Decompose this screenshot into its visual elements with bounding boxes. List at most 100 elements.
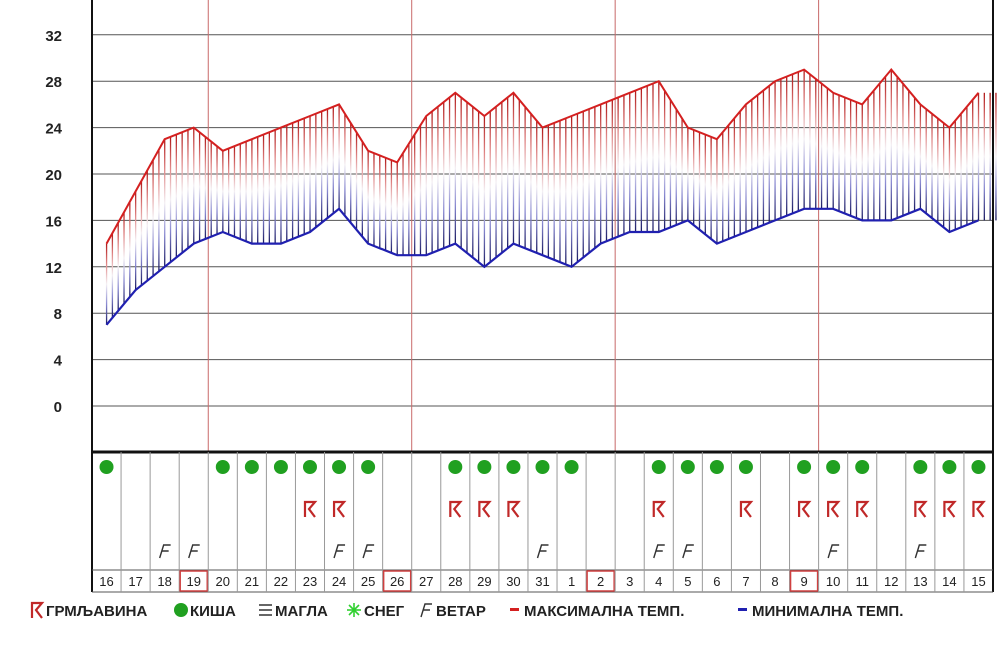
hatch-bar (309, 116, 311, 232)
hatch-bar (338, 104, 340, 209)
hatch-bar (954, 120, 956, 230)
day-label: 27 (419, 574, 433, 589)
hatch-bar (245, 141, 247, 242)
rain-icon (680, 460, 695, 474)
y-tick-label: 16 (45, 213, 62, 230)
hatch-bar (332, 106, 334, 214)
hatch-bar (257, 136, 259, 244)
wind-icon (158, 544, 171, 559)
hatch-bar (756, 95, 759, 228)
hatch-bar (524, 106, 526, 249)
hatch-bar (605, 102, 608, 242)
hatch-bar (414, 134, 416, 256)
hatch-bar (419, 125, 422, 256)
hatch-bar (762, 90, 765, 226)
hatch-bar (472, 106, 474, 258)
y-tick-label: 24 (45, 121, 62, 138)
highlighted-day-box (789, 570, 819, 592)
hatch-bar (158, 149, 160, 272)
thunderstorm-icon (303, 500, 318, 518)
day-label: 4 (655, 574, 662, 589)
hatch-bar (390, 160, 393, 253)
hatch-bar (536, 120, 538, 253)
hatch-bar (890, 69, 892, 221)
rain-icon (99, 460, 114, 474)
hatch-bar (867, 97, 869, 221)
day-label: 10 (826, 574, 840, 589)
rain-icon (709, 460, 724, 474)
day-label: 29 (477, 574, 491, 589)
weather-icon-strip: 16 17 18 19 20 21 22 23 24 25 26 27 28 29 30 31 1 2 3 4 5 6 7 8… (92, 452, 993, 593)
hatch-bar (541, 127, 544, 256)
hatch-bar (559, 120, 561, 263)
hatch-bar (908, 90, 910, 214)
hatch-bar (448, 97, 451, 246)
hatch-bar (228, 148, 230, 235)
hatch-bar (861, 104, 863, 221)
wind-icon (333, 544, 346, 559)
rain-icon (448, 460, 463, 474)
hatch-bar (983, 92, 985, 221)
hatch-bar (350, 122, 352, 223)
hatch-bar (675, 109, 677, 226)
day-label: 31 (535, 574, 549, 589)
hatch-bar (408, 143, 410, 256)
thunderstorm-icon (478, 500, 492, 518)
hatch-bar (722, 132, 724, 242)
snow-icon (347, 603, 361, 617)
day-label: 3 (626, 574, 633, 589)
hatch-bar (937, 118, 939, 223)
hatch-bar (518, 99, 520, 246)
hatch-bar (995, 92, 997, 221)
rain-icon (215, 460, 230, 474)
hatch-bar (681, 118, 683, 223)
hatch-bar (786, 76, 788, 216)
rain-icon (738, 460, 753, 474)
hatch-bar (623, 95, 625, 235)
hatch-bar (187, 129, 189, 249)
hatch-bar (710, 136, 712, 239)
hatch-bar (460, 97, 462, 249)
fog-icon (259, 604, 272, 616)
hatch-bar (117, 222, 119, 311)
max-temp-legend-swatch (510, 608, 519, 611)
hatch-bar (600, 104, 602, 244)
hatch-bar (140, 180, 143, 286)
hatch-bar (134, 191, 137, 290)
hatch-bar (739, 111, 741, 235)
hatch-bar (164, 139, 166, 267)
hatch-bar (507, 97, 509, 249)
thunderstorm-icon (332, 500, 347, 518)
hatch-bar (942, 122, 945, 228)
hatch-bar (553, 122, 555, 260)
hatch-bar (693, 129, 695, 226)
rain-icon (506, 460, 521, 474)
thunderstorm-icon (739, 500, 754, 518)
hatch-bar (652, 83, 654, 233)
hatch-bar (105, 243, 108, 325)
hatch-bar (972, 99, 974, 223)
hatch-bar (780, 78, 782, 219)
rain-icon (797, 460, 812, 474)
day-label: 16 (99, 574, 113, 589)
hatch-bar (629, 92, 631, 232)
wind-icon (914, 544, 927, 559)
temperature-band (105, 69, 997, 325)
legend-max: МАКСИМАЛНА ТЕМП. (524, 603, 684, 620)
hatch-bar (803, 69, 805, 209)
hatch-bar (704, 134, 706, 235)
wind-icon (420, 603, 432, 618)
hatch-bar (396, 162, 398, 256)
hatch-bar (437, 106, 439, 251)
hatch-bar (251, 139, 253, 244)
rain-icon (535, 460, 550, 474)
hatch-bar (297, 120, 300, 237)
hatch-bar (884, 76, 887, 221)
day-label: 30 (506, 574, 520, 589)
rain-icon (826, 460, 841, 474)
hatch-bar (425, 116, 427, 256)
y-tick-label: 28 (45, 74, 62, 91)
hatch-bar (745, 104, 747, 232)
rain-icon (244, 460, 259, 474)
